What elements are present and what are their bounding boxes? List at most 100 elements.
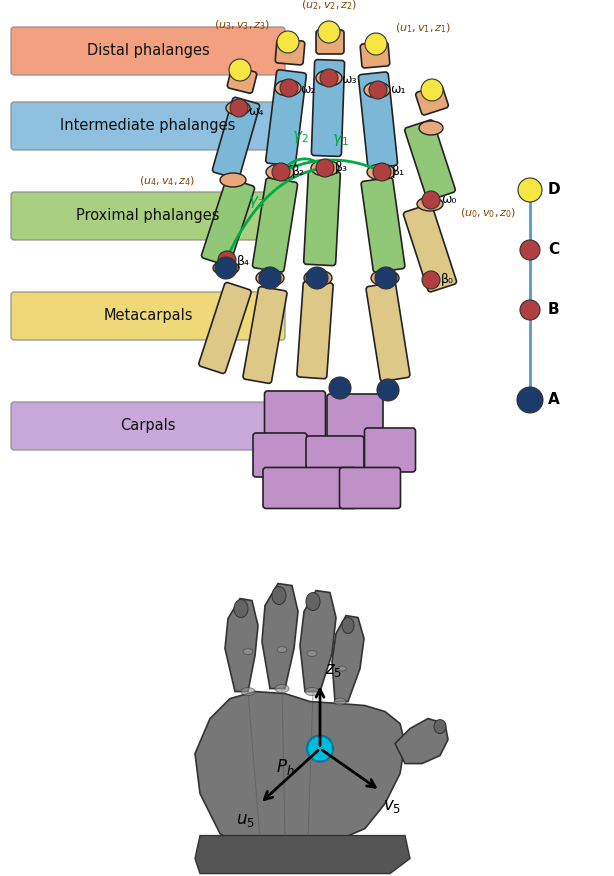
FancyBboxPatch shape — [366, 283, 410, 381]
FancyBboxPatch shape — [11, 402, 285, 450]
Ellipse shape — [256, 270, 284, 286]
Ellipse shape — [234, 599, 248, 618]
Text: C: C — [548, 243, 559, 258]
Ellipse shape — [342, 618, 354, 633]
Ellipse shape — [364, 82, 390, 98]
Text: Distal phalanges: Distal phalanges — [87, 44, 209, 59]
Circle shape — [520, 240, 540, 260]
Ellipse shape — [241, 688, 255, 696]
Text: β₄: β₄ — [237, 256, 250, 268]
Text: β₁: β₁ — [392, 166, 405, 179]
Ellipse shape — [338, 666, 346, 671]
Polygon shape — [262, 583, 298, 689]
Ellipse shape — [304, 270, 332, 286]
FancyBboxPatch shape — [263, 468, 357, 508]
Circle shape — [277, 31, 299, 53]
Ellipse shape — [213, 261, 239, 275]
Circle shape — [369, 81, 387, 99]
FancyBboxPatch shape — [199, 283, 251, 373]
FancyBboxPatch shape — [11, 292, 285, 340]
Circle shape — [422, 271, 440, 289]
FancyBboxPatch shape — [416, 85, 448, 115]
Circle shape — [229, 59, 251, 81]
Circle shape — [320, 69, 338, 87]
Ellipse shape — [311, 160, 339, 176]
FancyBboxPatch shape — [252, 178, 298, 272]
Circle shape — [218, 251, 236, 269]
Text: ω₃: ω₃ — [341, 74, 357, 87]
FancyBboxPatch shape — [405, 120, 456, 200]
Text: $(u_2, v_2, z_2)$: $(u_2, v_2, z_2)$ — [301, 0, 357, 12]
Ellipse shape — [419, 121, 443, 135]
Text: ω₄: ω₄ — [248, 105, 263, 118]
FancyBboxPatch shape — [266, 70, 306, 166]
Text: Metacarpals: Metacarpals — [103, 308, 193, 323]
Text: ω₀: ω₀ — [441, 194, 456, 207]
Ellipse shape — [277, 646, 287, 653]
Ellipse shape — [417, 197, 443, 211]
Text: β₃: β₃ — [335, 161, 348, 174]
Circle shape — [518, 178, 542, 202]
Ellipse shape — [307, 651, 317, 656]
Text: $P_h$: $P_h$ — [276, 757, 295, 776]
Text: D: D — [548, 182, 561, 197]
FancyBboxPatch shape — [212, 97, 260, 179]
FancyBboxPatch shape — [265, 391, 325, 439]
FancyBboxPatch shape — [311, 60, 344, 157]
FancyBboxPatch shape — [340, 468, 400, 508]
FancyBboxPatch shape — [297, 281, 333, 378]
FancyBboxPatch shape — [327, 394, 383, 442]
Circle shape — [230, 99, 248, 117]
FancyBboxPatch shape — [201, 178, 255, 266]
Ellipse shape — [367, 164, 395, 180]
Circle shape — [307, 736, 333, 761]
Circle shape — [421, 79, 443, 101]
Ellipse shape — [226, 101, 250, 115]
Circle shape — [316, 159, 334, 177]
Polygon shape — [225, 598, 258, 691]
Text: $(u_3, v_3, z_3)$: $(u_3, v_3, z_3)$ — [214, 18, 270, 32]
Text: $(u_0, v_0, z_0)$: $(u_0, v_0, z_0)$ — [460, 207, 516, 220]
Circle shape — [318, 21, 340, 43]
Circle shape — [422, 191, 440, 209]
FancyBboxPatch shape — [316, 30, 344, 54]
Ellipse shape — [334, 698, 346, 705]
Text: β₀: β₀ — [441, 273, 454, 286]
Text: ω₂: ω₂ — [300, 83, 316, 96]
Text: $γ_3$: $γ_3$ — [248, 194, 265, 210]
Text: Proximal phalanges: Proximal phalanges — [76, 208, 220, 223]
Circle shape — [280, 79, 298, 97]
Text: Intermediate phalanges: Intermediate phalanges — [60, 118, 236, 133]
Polygon shape — [300, 590, 336, 691]
Polygon shape — [332, 616, 364, 702]
Ellipse shape — [275, 684, 289, 693]
Circle shape — [365, 33, 387, 55]
FancyBboxPatch shape — [243, 286, 287, 384]
Polygon shape — [395, 718, 448, 764]
Circle shape — [329, 377, 351, 399]
FancyBboxPatch shape — [275, 39, 305, 65]
Text: A: A — [548, 392, 560, 407]
FancyBboxPatch shape — [365, 428, 416, 472]
Text: $γ_1$: $γ_1$ — [332, 132, 348, 148]
Polygon shape — [195, 836, 410, 873]
Ellipse shape — [306, 592, 320, 611]
Text: $v_5$: $v_5$ — [383, 796, 401, 815]
Circle shape — [520, 300, 540, 320]
Polygon shape — [195, 691, 405, 851]
Ellipse shape — [220, 173, 246, 187]
Circle shape — [215, 257, 237, 279]
FancyBboxPatch shape — [306, 436, 364, 480]
Ellipse shape — [316, 70, 342, 86]
Ellipse shape — [272, 587, 286, 604]
FancyBboxPatch shape — [11, 192, 285, 240]
Text: $(u_1, v_1, z_1)$: $(u_1, v_1, z_1)$ — [395, 21, 451, 35]
Circle shape — [517, 387, 543, 413]
Circle shape — [272, 163, 290, 181]
FancyBboxPatch shape — [227, 67, 257, 93]
FancyBboxPatch shape — [361, 178, 405, 272]
Circle shape — [306, 267, 328, 289]
Ellipse shape — [275, 80, 301, 96]
Circle shape — [375, 267, 397, 289]
Circle shape — [373, 163, 391, 181]
